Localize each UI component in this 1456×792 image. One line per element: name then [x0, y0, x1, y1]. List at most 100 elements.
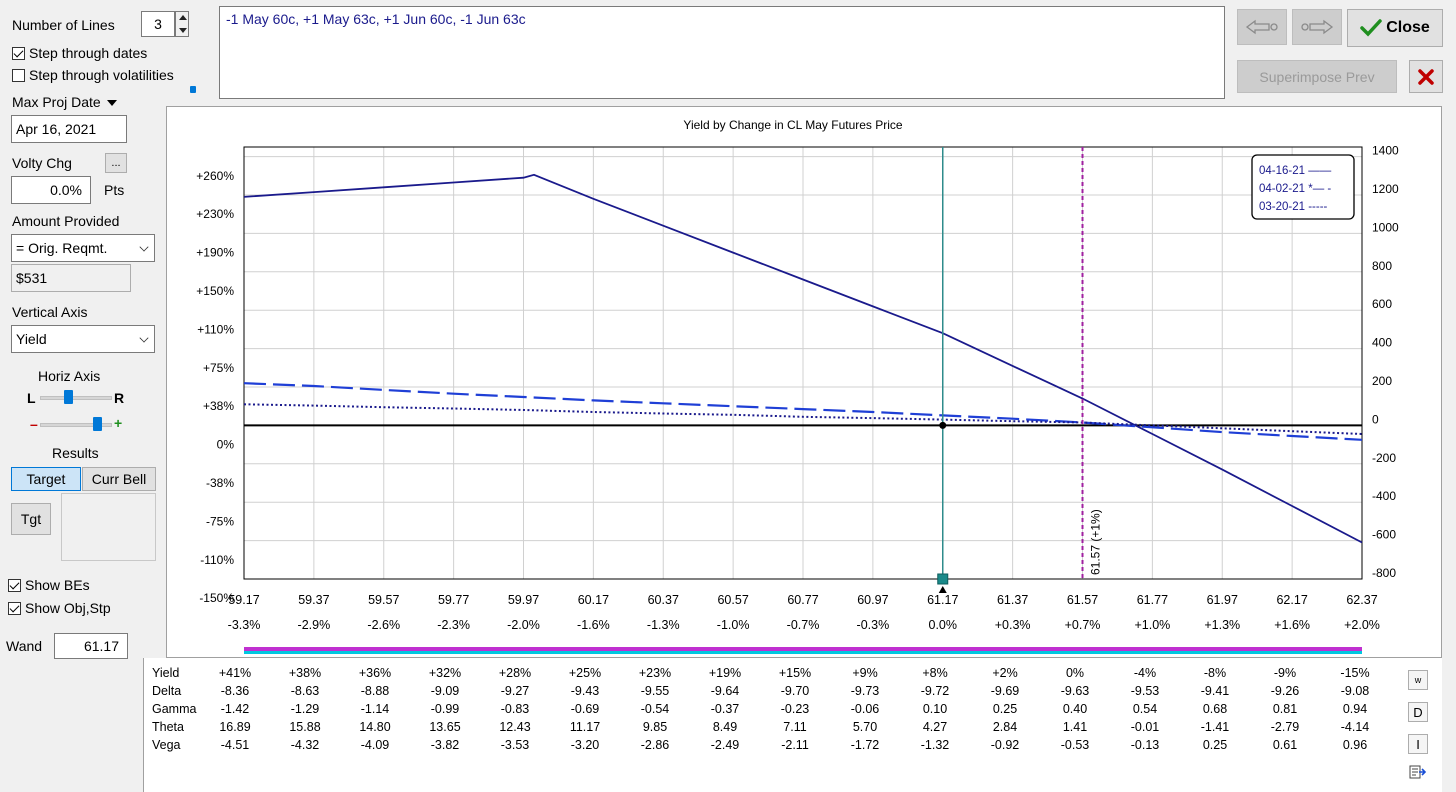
greeks-cell: 4.27: [922, 720, 948, 734]
y-tick-left: +110%: [197, 322, 234, 336]
step-dates-label: Step through dates: [29, 45, 148, 61]
yield-chart[interactable]: Yield by Change in CL May Futures Price +…: [167, 107, 1441, 657]
cancel-button[interactable]: [1409, 60, 1443, 93]
greeks-cell: -1.14: [360, 702, 390, 716]
greeks-row-label: Vega: [152, 738, 181, 752]
y-tick-left: -110%: [200, 553, 234, 567]
greeks-cell: -4.14: [1340, 720, 1370, 734]
chevron-down-icon[interactable]: [139, 242, 149, 252]
greeks-cell: 0%: [1065, 666, 1085, 680]
greeks-cell: -0.54: [640, 702, 670, 716]
greeks-cell: 7.11: [783, 720, 807, 734]
x-pct-label: +2.0%: [1344, 618, 1380, 632]
greeks-panel: Yield +41% +38% +36% +32% +28% +25% +23% +19% +15…: [143, 658, 1442, 792]
vertical-axis-select[interactable]: Yield: [11, 325, 155, 353]
close-label: Close: [1386, 19, 1430, 36]
y-tick-right: -800: [1372, 566, 1396, 580]
horiz-lr-thumb[interactable]: [64, 390, 74, 404]
checkbox-unchecked-icon[interactable]: [12, 69, 25, 82]
max-proj-date-label[interactable]: Max Proj Date: [12, 94, 117, 110]
greeks-cell: -8.88: [360, 684, 390, 698]
checkbox-checked-icon[interactable]: [8, 602, 21, 615]
lines-count-label: Number of Lines: [12, 17, 115, 33]
greeks-cell: -9.53: [1130, 684, 1160, 698]
max-proj-date-input[interactable]: Apr 16, 2021: [11, 115, 127, 143]
wand-handle[interactable]: [937, 573, 949, 585]
wand-pointer-icon: [938, 586, 947, 593]
x-pct-label: +1.6%: [1274, 618, 1310, 632]
zoom-minus-label: –: [30, 416, 38, 432]
chevron-down-icon[interactable]: [139, 333, 149, 343]
show-bes-checkbox[interactable]: Show BEs: [8, 577, 90, 593]
greeks-cell: -9.27: [500, 684, 530, 698]
x-tick-label: 59.57: [368, 593, 399, 607]
wand-input[interactable]: 61.17: [54, 633, 128, 659]
y-tick-right: 400: [1372, 336, 1392, 350]
volty-chg-input[interactable]: 0.0%: [11, 176, 91, 204]
chart-legend: [1251, 154, 1355, 220]
greeks-cell: +9%: [852, 666, 878, 680]
show-obj-checkbox[interactable]: Show Obj,Stp: [8, 600, 111, 616]
checkmark-icon: [1360, 19, 1382, 37]
greeks-cell: -9.09: [430, 684, 460, 698]
greeks-cell: -9.41: [1200, 684, 1230, 698]
lines-count-input[interactable]: 3: [141, 11, 175, 37]
d-button[interactable]: D: [1408, 702, 1428, 722]
y-tick-left: 0%: [217, 438, 235, 452]
target-tab[interactable]: Target: [11, 467, 81, 491]
greeks-cell: -9.43: [570, 684, 600, 698]
greeks-cell: -4.51: [220, 738, 250, 752]
horiz-lr-slider[interactable]: [40, 396, 112, 400]
greeks-cell: +23%: [638, 666, 672, 680]
tgt-button[interactable]: Tgt: [11, 503, 51, 535]
volty-options-button[interactable]: ...: [105, 153, 127, 173]
next-button[interactable]: [1292, 9, 1342, 45]
amount-provided-select[interactable]: = Orig. Reqmt.: [11, 234, 155, 262]
show-obj-label: Show Obj,Stp: [25, 600, 111, 616]
greeks-cell: 0.61: [1272, 738, 1298, 752]
w-button[interactable]: w: [1408, 670, 1428, 690]
plot-area: [243, 146, 1363, 580]
max-proj-date-text: Max Proj Date: [12, 94, 101, 110]
greeks-cell: -0.01: [1130, 720, 1160, 734]
greeks-cell: 1.41: [1062, 720, 1088, 734]
lines-count-spinner[interactable]: [175, 11, 189, 37]
volatility-step-slider[interactable]: [188, 86, 212, 96]
greeks-cell: 0.94: [1342, 702, 1368, 716]
checkbox-checked-icon[interactable]: [12, 47, 25, 60]
greeks-cell: +19%: [708, 666, 742, 680]
greeks-cell: +38%: [288, 666, 322, 680]
curr-bell-tab[interactable]: Curr Bell: [82, 467, 156, 491]
legend-entry: 03-20-21 -----: [1259, 201, 1328, 213]
slider-thumb[interactable]: [190, 86, 196, 93]
horiz-zoom-slider[interactable]: [40, 423, 112, 427]
x-pct-label: 0.0%: [929, 618, 958, 632]
spin-up-icon[interactable]: [179, 15, 187, 20]
greeks-cell: 16.89: [219, 720, 251, 734]
close-button[interactable]: Close: [1347, 9, 1443, 47]
prev-button[interactable]: [1237, 9, 1287, 45]
greeks-cell: 0.54: [1132, 702, 1158, 716]
greeks-row-yield: Yield +41% +38% +36% +32% +28% +25% +23% +19% +15…: [152, 664, 1390, 682]
series-line-04-16-21: [243, 173, 1363, 544]
step-dates-checkbox[interactable]: Step through dates: [12, 45, 147, 61]
step-vols-checkbox[interactable]: Step through volatilities: [12, 67, 174, 83]
checkbox-checked-icon[interactable]: [8, 579, 21, 592]
spin-down-icon[interactable]: [179, 28, 187, 33]
horiz-axis-label: Horiz Axis: [38, 368, 101, 384]
i-button[interactable]: I: [1408, 734, 1428, 754]
greeks-cell: -1.42: [220, 702, 250, 716]
greeks-cell: +15%: [778, 666, 812, 680]
greeks-cell: -2.79: [1270, 720, 1300, 734]
horiz-zoom-thumb[interactable]: [93, 417, 103, 431]
superimpose-prev-button[interactable]: Superimpose Prev: [1237, 60, 1397, 93]
y-tick-right: -600: [1372, 528, 1396, 542]
export-icon[interactable]: [1409, 764, 1427, 780]
y-tick-left: -150%: [199, 591, 234, 605]
caret-down-icon[interactable]: [106, 100, 117, 106]
greeks-cell: 9.85: [642, 720, 668, 734]
greeks-cell: 14.80: [359, 720, 391, 734]
positions-textbox[interactable]: -1 May 60c, +1 May 63c, +1 Jun 60c, -1 J…: [219, 6, 1225, 99]
x-pct-label: -1.0%: [717, 618, 750, 632]
greeks-cell: -8%: [1203, 666, 1227, 680]
